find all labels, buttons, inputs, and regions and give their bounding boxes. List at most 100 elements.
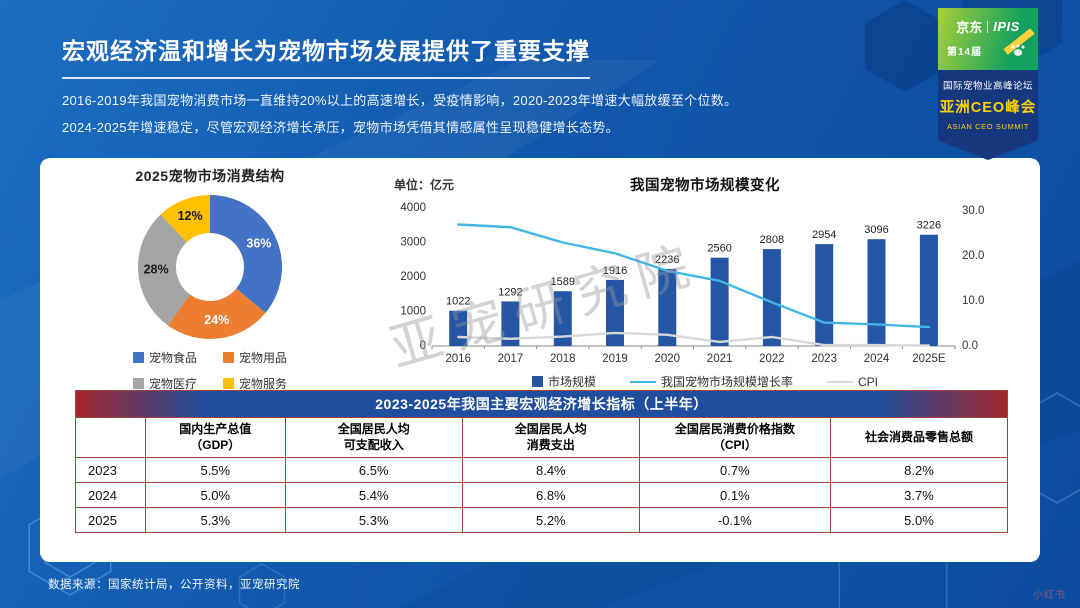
donut-legend-item-1: 宠物食品 <box>132 349 197 366</box>
table-cell: 3.7% <box>829 482 1009 508</box>
bar-value-2024: 3096 <box>864 224 888 236</box>
table-header-col-1: 国内生产总值 （GDP） <box>144 417 286 458</box>
donut-legend-item-4: 宠物服务 <box>223 375 287 392</box>
table-cell: 5.2% <box>461 507 640 533</box>
jd-logo-text: 京东 <box>956 20 983 35</box>
x-label-2023: 2023 <box>811 353 837 365</box>
table-row-2023: 2023 5.5% 6.5% 8.4% 0.7% 8.2% <box>75 457 1009 483</box>
legend-swatch <box>132 378 144 389</box>
bar-chart-title: 我国宠物市场规模变化 <box>630 178 780 194</box>
bar-chart-block: 单位：亿元 我国宠物市场规模变化 0 1000 2000 3000 4000 0.0 10.… <box>380 166 1030 402</box>
hexagon-decor-3 <box>238 563 286 608</box>
table-row-2025: 2025 5.3% 5.3% 5.2% -0.1% 5.0% <box>75 507 1009 533</box>
donut-segment-1 <box>210 195 282 313</box>
table-header-col-4: 全国居民消费价格指数 （CPI） <box>638 417 831 458</box>
donut-value-label-2: 24% <box>204 313 229 327</box>
right-axis-tick: 10.0 <box>962 295 984 307</box>
bar-2025E <box>919 234 938 346</box>
table-cell: 5.0% <box>829 507 1009 533</box>
table-cell: 6.8% <box>461 482 640 508</box>
badge-brand-row: 京东 IPIS <box>938 17 1038 36</box>
left-axis-tick: 4000 <box>400 202 426 214</box>
table-header-col-0 <box>75 417 146 458</box>
table-cell: 5.0% <box>144 482 286 508</box>
donut-legend: 宠物食品 宠物用品宠物医疗 宠物服务 <box>70 349 350 392</box>
page-title: 宏观经济温和增长为宠物市场发展提供了重要支撑 <box>62 32 590 79</box>
badge-top-section: 京东 IPIS 第14届 <box>938 8 1038 70</box>
bar-value-2020: 2236 <box>655 254 679 266</box>
chart-legend-item-2: 我国宠物市场规模增长率 <box>629 373 793 390</box>
x-label-2021: 2021 <box>707 353 733 365</box>
legend-label: 宠物服务 <box>239 377 288 391</box>
bar-2022 <box>762 249 781 346</box>
bar-value-2021: 2560 <box>707 243 731 255</box>
badge-bottom-section: 国际宠物业高峰论坛 亚洲CEO峰会 ASIAN CEO SUMMIT <box>938 70 1038 160</box>
x-label-2022: 2022 <box>759 353 785 365</box>
bar-value-2017: 1292 <box>498 286 522 298</box>
donut-legend-item-2: 宠物用品 <box>223 349 287 366</box>
legend-swatch <box>531 376 543 387</box>
corner-watermark: 小红书 <box>1033 590 1066 601</box>
paw-icon <box>1011 44 1025 56</box>
right-axis-tick: 0.0 <box>962 340 978 352</box>
table-cell: 8.2% <box>829 457 1009 483</box>
table-header-col-2: 全国居民人均 可支配收入 <box>284 417 463 458</box>
legend-swatch <box>223 378 234 389</box>
intro-paragraph: 2016-2019年我国宠物消费市场一直维持20%以上的高速增长，受疫情影响，2… <box>62 88 922 141</box>
legend-label: 宠物食品 <box>148 351 197 365</box>
right-axis-tick: 20.0 <box>962 250 984 262</box>
table-cell: 6.5% <box>284 457 463 483</box>
table-title: 2023-2025年我国主要宏观经济增长指标（上半年） <box>75 390 1008 417</box>
bar-value-2023: 2954 <box>812 229 836 241</box>
macro-table-block: 2023-2025年我国主要宏观经济增长指标（上半年） 国内生产总值 （GDP）… <box>75 390 1009 533</box>
table-cell: 5.3% <box>284 507 463 533</box>
legend-swatch <box>132 352 144 363</box>
intro-line-1: 2016-2019年我国宠物消费市场一直维持20%以上的高速增长，受疫情影响，2… <box>62 93 738 108</box>
forum-name: 国际宠物业高峰论坛 <box>942 81 1033 92</box>
bar-2018 <box>553 291 572 346</box>
line-series-1 <box>456 223 931 329</box>
table-header-col-5: 社会消费品零售总额 <box>829 417 1009 458</box>
legend-label: 宠物用品 <box>239 351 288 365</box>
axis-unit-label: 单位：亿元 <box>394 178 455 192</box>
row-year-label: 2025 <box>75 507 146 533</box>
bar-2020 <box>658 268 677 346</box>
bar-2019 <box>606 279 624 346</box>
x-label-2025E: 2025E <box>912 353 946 365</box>
line-series-2 <box>456 331 931 347</box>
legend-line-swatch <box>629 380 656 383</box>
badge-edition: 第14届 <box>947 47 983 58</box>
badge-divider <box>987 20 989 33</box>
donut-value-label-4: 12% <box>178 209 203 223</box>
x-label-2016: 2016 <box>445 353 471 365</box>
bar-line-chart: 0 1000 2000 3000 4000 0.0 10.0 20.0 30.0 1022 2016… <box>400 202 984 365</box>
bar-value-2019: 1916 <box>603 265 627 277</box>
bar-2021 <box>710 257 729 346</box>
bar-value-2018: 1589 <box>551 276 575 288</box>
table-cell: 5.5% <box>144 457 286 483</box>
event-badge: 京东 IPIS 第14届 国际宠物业高峰论坛 亚洲CEO峰会 ASIAN CEO… <box>938 8 1038 160</box>
row-year-label: 2023 <box>75 457 146 483</box>
legend-label: 宠物医疗 <box>148 377 197 391</box>
hexagon-decor-6 <box>865 0 945 92</box>
legend-label: 我国宠物市场规模增长率 <box>660 375 793 389</box>
donut-segment-3 <box>137 214 191 326</box>
right-axis-tick: 30.0 <box>962 205 984 217</box>
x-label-2019: 2019 <box>602 353 628 365</box>
x-label-2024: 2024 <box>864 353 890 365</box>
table-row-2024: 2024 5.0% 5.4% 6.8% 0.1% 3.7% <box>75 482 1009 508</box>
bar-value-2022: 2808 <box>760 234 784 246</box>
summit-name-en: ASIAN CEO SUMMIT <box>946 122 1030 131</box>
bar-value-2025E: 3226 <box>917 220 941 232</box>
donut-segment-2 <box>167 288 266 339</box>
content-card: 2025宠物市场消费结构 36% 24% 28% 12% 宠物食品 宠物用品 宠物医疗 宠物… <box>40 158 1040 562</box>
table-cell: 5.3% <box>144 507 286 533</box>
legend-line-swatch <box>827 380 853 383</box>
table-cell: 0.7% <box>638 457 831 483</box>
donut-chart: 36% 24% 28% 12% <box>137 195 282 339</box>
chart-legend-item-1: 市场规模 <box>531 373 596 390</box>
left-axis-tick: 0 <box>420 340 426 352</box>
legend-swatch <box>223 352 234 363</box>
data-source-note: 数据来源：国家统计局，公开资料，亚宠研究院 <box>48 579 300 591</box>
donut-segment-4 <box>160 195 210 243</box>
